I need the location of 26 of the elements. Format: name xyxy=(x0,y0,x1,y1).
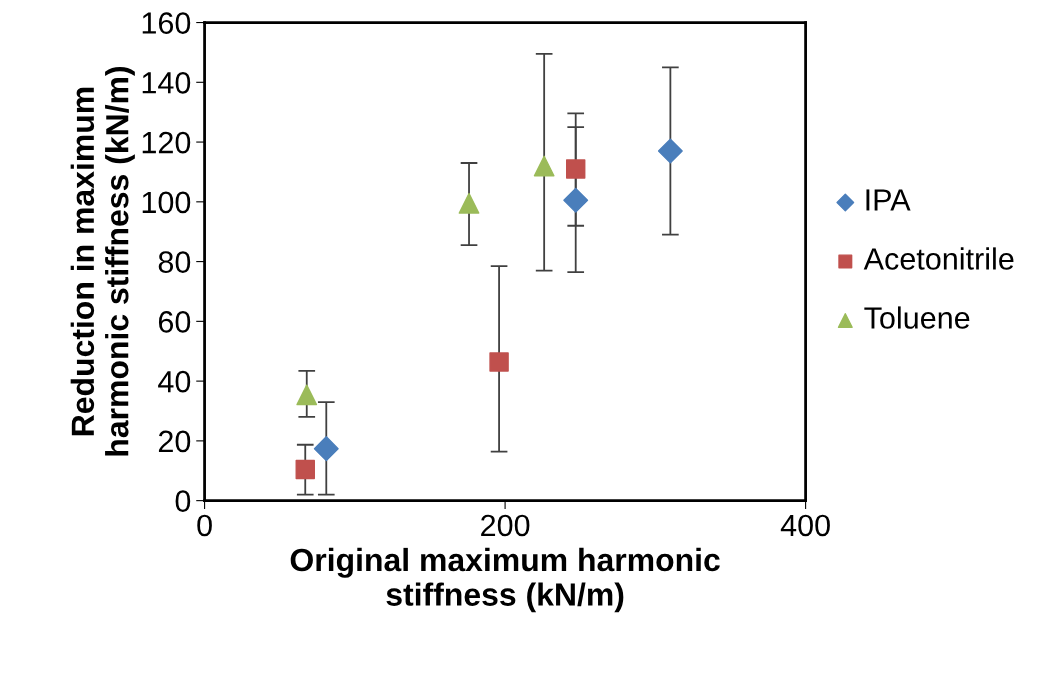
y-tick-label: 0 xyxy=(175,490,191,513)
x-tick-label: 400 xyxy=(780,514,830,537)
y-tick-label: 40 xyxy=(158,370,191,393)
legend-label: Acetonitrile xyxy=(863,247,1014,270)
point xyxy=(489,352,509,372)
point xyxy=(565,159,586,179)
point xyxy=(296,384,318,406)
y-tick-label: 60 xyxy=(158,311,191,333)
y-tick-label: 120 xyxy=(142,131,191,154)
y-tick-label: 80 xyxy=(158,251,191,273)
point xyxy=(563,187,589,213)
point xyxy=(295,459,315,480)
point xyxy=(458,192,480,214)
y-tick-label: 20 xyxy=(158,430,191,453)
point xyxy=(657,138,683,164)
point xyxy=(313,436,339,462)
x-tick-label: 200 xyxy=(481,514,530,537)
legend-label: IPA xyxy=(866,189,911,211)
y-axis-title: Reduction in maximum harmonic stiffness (kN/m) xyxy=(70,67,135,456)
y-tick-label: 140 xyxy=(142,72,191,94)
y-tick-label: 160 xyxy=(142,12,191,34)
x-tick-label: 0 xyxy=(197,514,212,537)
legend-label: Toluene xyxy=(864,306,970,329)
point xyxy=(533,155,555,177)
y-tick-label: 100 xyxy=(142,191,191,214)
x-axis-title: Original maximum harmonic stiffness (kN/m) xyxy=(290,547,720,613)
